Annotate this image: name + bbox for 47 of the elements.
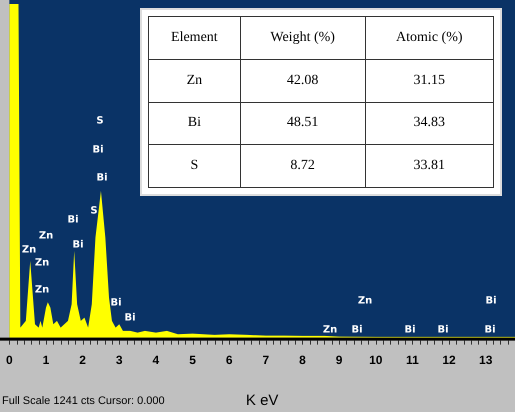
annotation: Bi (72, 240, 84, 251)
annotation: Bi (351, 324, 363, 336)
annotation: Zn (322, 324, 338, 336)
annotation: Zn (358, 296, 372, 307)
x-tick-label: 5 (189, 353, 196, 368)
annotation: Zn (34, 284, 50, 296)
x-tick-label: 11 (406, 353, 420, 368)
annotation: Bi (92, 144, 104, 156)
annotation: Bi (404, 324, 416, 336)
annotation: Weight (%) (240, 16, 366, 60)
annotation: 31.15 (365, 59, 494, 102)
annotation: Bi (484, 324, 496, 336)
annotation: Bi (67, 214, 79, 226)
annotation: Zn (34, 258, 50, 269)
annotation: Zn (148, 59, 240, 102)
annotation: 8.72 (240, 144, 366, 188)
annotation: 42.08 (240, 59, 366, 102)
x-tick-label: 8 (299, 353, 306, 368)
annotation: Bi (96, 172, 108, 184)
annotation: Bi (124, 312, 136, 324)
text: Full Scale 1241 cts Cursor: 0.000 (2, 395, 165, 407)
annotation: 34.83 (365, 102, 494, 145)
annotation: 33.81 (365, 144, 494, 188)
x-tick-label: 3 (116, 353, 123, 368)
x-tick-label: 6 (226, 353, 233, 368)
x-tick-label: 0 (6, 353, 13, 368)
x-tick-label: 10 (369, 353, 383, 368)
annotation: Bi (437, 324, 449, 336)
x-axis-title: K eV (246, 392, 278, 410)
annotation: 48.51 (240, 102, 366, 145)
annotation: Element (148, 16, 240, 60)
annotation: S (90, 206, 98, 217)
annotation: Zn (22, 244, 36, 256)
annotation: Atomic (%) (365, 16, 494, 60)
x-tick-label: 9 (336, 353, 343, 368)
x-tick-label: 4 (152, 353, 160, 368)
x-tick-label: 7 (262, 353, 270, 368)
x-tick-label: 13 (479, 353, 493, 368)
annotation: S (96, 116, 104, 127)
annotation: Bi (485, 296, 497, 307)
x-tick-label: 2 (79, 353, 86, 368)
annotation: Bi (148, 102, 240, 145)
annotation: Zn (38, 230, 54, 242)
annotation: Bi (110, 298, 122, 309)
x-tick-label: 1 (42, 353, 50, 368)
annotation: S (148, 144, 240, 188)
x-tick-label: 12 (442, 353, 456, 368)
